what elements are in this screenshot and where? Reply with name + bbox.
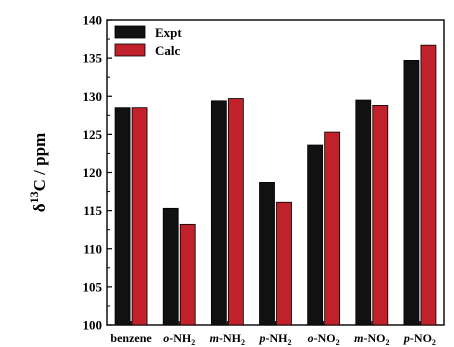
x-tick-label: p-NO2	[403, 331, 436, 347]
y-tick-label: 140	[83, 13, 103, 28]
bar-expt-6	[403, 60, 420, 326]
legend-swatch-calc	[114, 43, 146, 57]
x-tick-label: benzene	[110, 331, 152, 345]
bar-expt-4	[307, 144, 324, 326]
y-tick-label: 125	[83, 127, 103, 142]
bar-calc-4	[324, 131, 341, 326]
x-tick-label: o-NO2	[308, 331, 340, 347]
bar-calc-1	[179, 223, 196, 326]
bar-expt-2	[210, 100, 227, 326]
y-tick-label: 110	[83, 241, 102, 256]
legend-label-expt: Expt	[155, 25, 182, 40]
bar-calc-0	[131, 107, 148, 326]
y-tick-label: 130	[83, 89, 103, 104]
bar-calc-6	[420, 44, 437, 326]
y-tick-label: 100	[83, 318, 103, 333]
y-tick-label: 105	[83, 279, 103, 294]
bar-expt-5	[355, 99, 372, 326]
y-axis-title: δ13C / ppm	[27, 133, 49, 212]
x-tick-label: p-NH2	[259, 331, 292, 347]
bar-expt-3	[259, 182, 275, 326]
legend-label-calc: Calc	[155, 43, 181, 58]
x-tick-label: o-NH2	[163, 331, 195, 347]
bar-expt-0	[114, 107, 131, 326]
bar-expt-1	[162, 207, 179, 326]
bar-calc-2	[227, 98, 244, 326]
y-tick-label: 135	[83, 51, 103, 66]
bar-calc-5	[372, 105, 389, 326]
plot-frame	[106, 19, 445, 326]
y-tick-label: 115	[83, 203, 102, 218]
legend-swatch-expt	[114, 25, 146, 39]
x-tick-label: m-NO2	[354, 331, 389, 347]
x-tick-label: m-NH2	[210, 331, 245, 347]
bar-calc-3	[276, 201, 292, 326]
y-tick-label: 120	[83, 165, 103, 180]
